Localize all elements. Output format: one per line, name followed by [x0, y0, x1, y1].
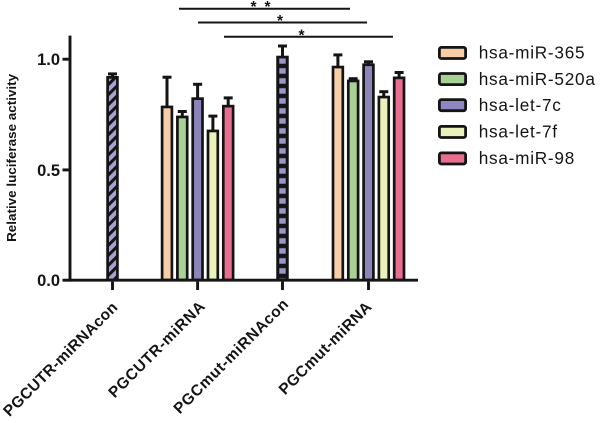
svg-text:hsa-miR-520a: hsa-miR-520a [479, 69, 596, 89]
svg-text:0.5: 0.5 [37, 162, 60, 180]
svg-text:*: * [264, 0, 271, 16]
svg-text:1.0: 1.0 [37, 51, 60, 69]
svg-text:*: * [277, 13, 284, 30]
svg-text:hsa-let-7c: hsa-let-7c [479, 95, 562, 115]
svg-text:hsa-miR-98: hsa-miR-98 [479, 148, 575, 168]
svg-text:PGCmut-miRNA: PGCmut-miRNA [276, 298, 376, 398]
svg-text:hsa-let-7f: hsa-let-7f [479, 122, 558, 142]
svg-text:0.0: 0.0 [37, 272, 60, 290]
svg-text:hsa-miR-365: hsa-miR-365 [479, 43, 586, 63]
svg-text:PGCUTR-miRNAcon: PGCUTR-miRNAcon [0, 299, 121, 420]
svg-text:*: * [298, 27, 305, 44]
svg-text:*: * [250, 0, 257, 16]
svg-text:Relative luciferase activity: Relative luciferase activity [4, 73, 19, 242]
